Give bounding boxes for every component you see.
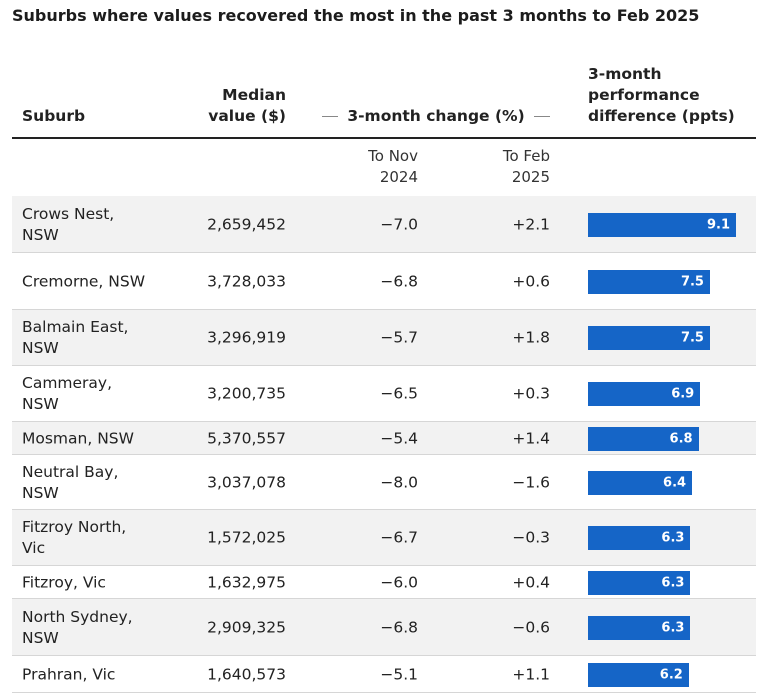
- header-suburb: Suburb: [22, 107, 86, 125]
- cell-change-to-nov: −8.0: [380, 473, 418, 491]
- bar-value-label: 9.1: [706, 217, 730, 232]
- header-change-label: 3-month change (%): [347, 107, 525, 125]
- header-dash-right: [534, 116, 550, 117]
- row-divider: [12, 252, 756, 253]
- cell-suburb: Balmain East, NSW: [22, 318, 129, 357]
- cell-suburb: North Sydney, NSW: [22, 607, 133, 647]
- cell-change-to-nov: −5.1: [380, 665, 418, 683]
- cell-median-value: 1,632,975: [207, 573, 286, 591]
- cell-suburb: Neutral Bay, NSW: [22, 462, 119, 502]
- row-divider: [12, 655, 756, 656]
- cell-median-value: 1,640,573: [207, 665, 286, 683]
- subheader-nov-line2: 2024: [379, 168, 418, 186]
- bar-performance-difference: 7.5: [588, 326, 710, 350]
- header-median-value: Median value ($): [208, 85, 286, 127]
- row-divider: [12, 454, 756, 455]
- bar-value-label: 6.9: [671, 386, 695, 402]
- bar-performance-difference: 6.4: [588, 470, 693, 495]
- subheader-feb-line1: To Feb: [502, 147, 550, 165]
- cell-change-to-feb: +1.1: [512, 665, 550, 683]
- cell-change-to-feb: +1.4: [512, 429, 550, 447]
- cell-suburb: Fitzroy, Vic: [22, 573, 106, 591]
- cell-change-to-nov: −6.8: [380, 618, 418, 636]
- row-divider: [12, 309, 756, 310]
- cell-change-to-feb: +0.3: [512, 384, 550, 403]
- header-performance-difference: 3-month performance difference (ppts): [588, 64, 735, 127]
- table-row: Mosman, NSW 5,370,557 −5.4 +1.4 6.8: [12, 422, 756, 455]
- header-median-line1: Median: [222, 86, 286, 104]
- cell-suburb: Fitzroy North, Vic: [22, 518, 127, 557]
- cell-median-value: 3,728,033: [207, 272, 286, 290]
- row-divider: [12, 365, 756, 366]
- header-dash-left: [322, 116, 338, 117]
- table-row: Cremorne, NSW 3,728,033 −6.8 +0.6 7.5: [12, 253, 756, 310]
- table-row: Cammeray, NSW 3,200,735 −6.5 +0.3 6.9: [12, 366, 756, 422]
- row-divider: [12, 598, 756, 599]
- subheader-to-feb-2025: To Feb 2025: [503, 146, 550, 188]
- bar-value-label: 7.5: [680, 330, 704, 346]
- cell-change-to-feb: −1.6: [512, 473, 550, 491]
- bar-performance-difference: 7.5: [588, 269, 710, 294]
- cell-change-to-nov: −6.5: [380, 384, 418, 403]
- subheader-nov-line1: To Nov: [368, 147, 418, 165]
- bar-performance-difference: 6.3: [588, 570, 691, 595]
- cell-change-to-nov: −7.0: [380, 215, 418, 233]
- cell-median-value: 5,370,557: [207, 429, 286, 447]
- cell-suburb: Prahran, Vic: [22, 665, 116, 683]
- cell-change-to-feb: +0.6: [512, 272, 550, 290]
- bar-value-label: 6.3: [661, 530, 685, 546]
- cell-change-to-nov: −5.7: [380, 328, 418, 347]
- table-row: Neutral Bay, NSW 3,037,078 −8.0 −1.6 6.4: [12, 455, 756, 510]
- bar-performance-difference: 6.2: [588, 662, 689, 687]
- bar-value-label: 6.3: [661, 575, 685, 590]
- cell-median-value: 2,909,325: [207, 618, 286, 636]
- table-row: North Sydney, NSW 2,909,325 −6.8 −0.6 6.3: [12, 599, 756, 656]
- header-perf-line3: difference (ppts): [588, 107, 735, 125]
- cell-median-value: 2,659,452: [207, 215, 286, 233]
- subheader-feb-line2: 2025: [511, 168, 550, 186]
- table-row: Crows Nest, NSW 2,659,452 −7.0 +2.1 9.1: [12, 196, 756, 253]
- cell-median-value: 3,200,735: [207, 384, 286, 403]
- bar-value-label: 7.5: [680, 274, 704, 289]
- cell-change-to-nov: −6.8: [380, 272, 418, 290]
- cell-suburb: Crows Nest, NSW: [22, 204, 115, 244]
- cell-change-to-nov: −6.0: [380, 573, 418, 591]
- cell-change-to-feb: −0.6: [512, 618, 550, 636]
- cell-change-to-nov: −6.7: [380, 528, 418, 547]
- cell-median-value: 3,296,919: [207, 328, 286, 347]
- cell-median-value: 1,572,025: [207, 528, 286, 547]
- row-divider: [12, 565, 756, 566]
- table-row: Prahran, Vic 1,640,573 −5.1 +1.1 6.2: [12, 656, 756, 693]
- cell-change-to-feb: +2.1: [512, 215, 550, 233]
- cell-change-to-nov: −5.4: [380, 429, 418, 447]
- header-median-line2: value ($): [208, 107, 286, 125]
- header-perf-line1: 3-month: [588, 65, 662, 83]
- header-3-month-change: 3-month change (%): [322, 106, 550, 127]
- cell-median-value: 3,037,078: [207, 473, 286, 491]
- bar-performance-difference: 9.1: [588, 212, 736, 237]
- bar-value-label: 6.2: [659, 667, 683, 682]
- table-row: Fitzroy North, Vic 1,572,025 −6.7 −0.3 6.3: [12, 510, 756, 566]
- bar-value-label: 6.8: [669, 431, 693, 446]
- cell-change-to-feb: +1.8: [512, 328, 550, 347]
- cell-suburb: Cammeray, NSW: [22, 374, 113, 413]
- bar-performance-difference: 6.3: [588, 615, 691, 640]
- bar-value-label: 6.3: [661, 620, 685, 635]
- cell-change-to-feb: −0.3: [512, 528, 550, 547]
- bar-performance-difference: 6.8: [588, 426, 699, 451]
- header-perf-line2: performance: [588, 86, 700, 104]
- cell-change-to-feb: +0.4: [512, 573, 550, 591]
- chart-title: Suburbs where values recovered the most …: [12, 6, 700, 25]
- header-rule: [12, 137, 756, 139]
- subheader-to-nov-2024: To Nov 2024: [368, 146, 418, 188]
- row-divider: [12, 421, 756, 422]
- table-row: Balmain East, NSW 3,296,919 −5.7 +1.8 7.5: [12, 310, 756, 366]
- bar-value-label: 6.4: [663, 475, 687, 490]
- cell-suburb: Mosman, NSW: [22, 429, 134, 447]
- cell-suburb: Cremorne, NSW: [22, 272, 146, 290]
- bar-performance-difference: 6.9: [588, 382, 701, 406]
- row-divider: [12, 509, 756, 510]
- bar-performance-difference: 6.3: [588, 526, 691, 550]
- table-row: Fitzroy, Vic 1,632,975 −6.0 +0.4 6.3: [12, 566, 756, 599]
